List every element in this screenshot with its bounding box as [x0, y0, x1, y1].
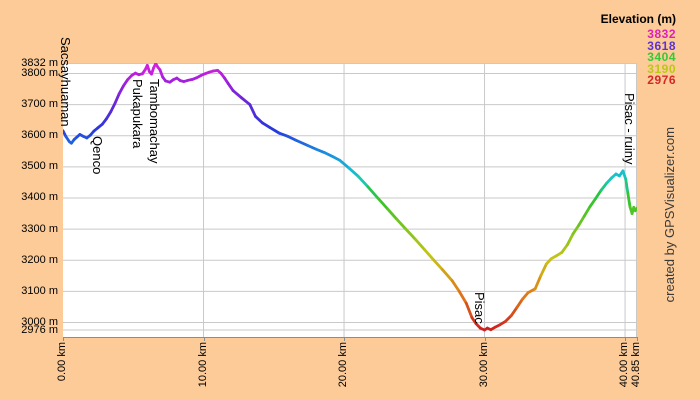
x-tick-label: 30.00 km: [477, 342, 490, 388]
legend-value: 2976: [647, 73, 676, 87]
y-tick-label: 2976 m: [21, 323, 58, 336]
track-segment: [440, 268, 454, 283]
track-segment: [423, 248, 436, 262]
track-segment: [414, 238, 427, 252]
x-tick-label: 20.00 km: [337, 342, 350, 388]
y-tick-label: 3200 m: [21, 253, 58, 266]
legend-entries: 3832 3618 3404 3190 2976: [601, 27, 676, 87]
track-segment: [386, 207, 399, 221]
legend-value: 3190: [647, 61, 676, 76]
track-segment: [286, 134, 298, 142]
legend-value: 3618: [647, 38, 676, 53]
track-segment: [566, 232, 575, 247]
track-segment: [621, 169, 628, 181]
track-segment: [577, 214, 586, 227]
track-segment: [117, 84, 125, 96]
elevation-profile-svg: [63, 63, 637, 337]
y-tick-label: 3500 m: [21, 160, 58, 173]
y-tick-label: 3600 m: [21, 129, 58, 142]
track-segment: [582, 205, 592, 218]
y-tick-label: 3000 m: [21, 316, 58, 329]
track-segment: [395, 217, 408, 231]
track-segment: [254, 115, 264, 125]
plot-area: [63, 63, 637, 338]
x-tick-mark: [63, 337, 64, 341]
y-tick-label: 3300 m: [21, 222, 58, 235]
track-segment: [277, 131, 290, 138]
track-segment: [366, 185, 380, 200]
track-segment: [560, 243, 569, 254]
x-tick-label: 0.00 km: [56, 342, 68, 382]
waypoint-label-pukapukara: Pukapukara: [129, 79, 145, 149]
track-segment: [539, 262, 548, 278]
y-tick-label: 3832 m: [21, 57, 58, 69]
track-segment: [599, 181, 609, 192]
waypoint-label-qenco: Qenco: [89, 135, 105, 174]
track-segment: [338, 158, 351, 170]
x-tick-label: 40.85 km: [629, 342, 642, 388]
x-tick-mark: [636, 337, 638, 341]
track-segment: [571, 223, 581, 236]
y-tick-label: 3700 m: [21, 98, 58, 111]
track-segment: [248, 103, 257, 118]
waypoint-label-tambomachay: Tambomachay: [147, 79, 163, 164]
track-segment: [450, 279, 461, 293]
legend: Elevation (m) 3832 3618 3404 3190 2976: [601, 12, 676, 87]
y-tick-label: 3100 m: [21, 284, 58, 297]
track-segment: [240, 96, 252, 106]
track-segment: [533, 274, 543, 291]
x-tick-mark: [484, 337, 486, 341]
track-segment: [515, 297, 524, 309]
track-segment: [268, 125, 281, 135]
legend-title: Elevation (m): [600, 12, 676, 26]
track-segment: [231, 89, 243, 100]
track-segment: [356, 174, 370, 189]
track-segment: [457, 289, 468, 305]
y-tick-label: 3400 m: [21, 191, 58, 204]
legend-value: 3832: [647, 27, 676, 41]
track-segment: [347, 166, 360, 178]
track-segment: [109, 101, 117, 114]
x-tick-mark: [625, 337, 627, 341]
track-segment: [594, 188, 603, 201]
track-segment: [626, 191, 632, 209]
watermark-text: created by GPSVisualizer.com: [662, 127, 677, 303]
x-tick-label: 10.00 km: [196, 342, 209, 388]
legend-value: 3404: [647, 50, 676, 64]
track-segment: [226, 82, 235, 92]
track-segment: [624, 177, 630, 195]
track-segment: [464, 301, 474, 319]
track-segment: [588, 197, 597, 209]
track-segment: [294, 138, 309, 147]
track-segment: [509, 306, 519, 318]
track-segment: [113, 92, 121, 105]
y-tick-label: 3800 m: [21, 66, 58, 79]
track-segment: [314, 147, 326, 154]
track-segment: [322, 151, 335, 158]
x-tick-mark: [203, 337, 205, 341]
waypoint-label-sacsayhuaman: Sacsayhuaman: [58, 36, 74, 127]
waypoint-label-pisac-ruiny: Pisac - ruiny: [621, 92, 637, 165]
track-segment: [404, 227, 418, 242]
track-segment: [306, 143, 318, 151]
waypoint-label-pisac: Pisac: [471, 291, 487, 324]
x-tick-mark: [344, 337, 346, 341]
track-segment: [521, 291, 530, 301]
track-segment: [432, 258, 444, 272]
track-segment: [376, 196, 389, 211]
track-segment: [633, 206, 637, 213]
